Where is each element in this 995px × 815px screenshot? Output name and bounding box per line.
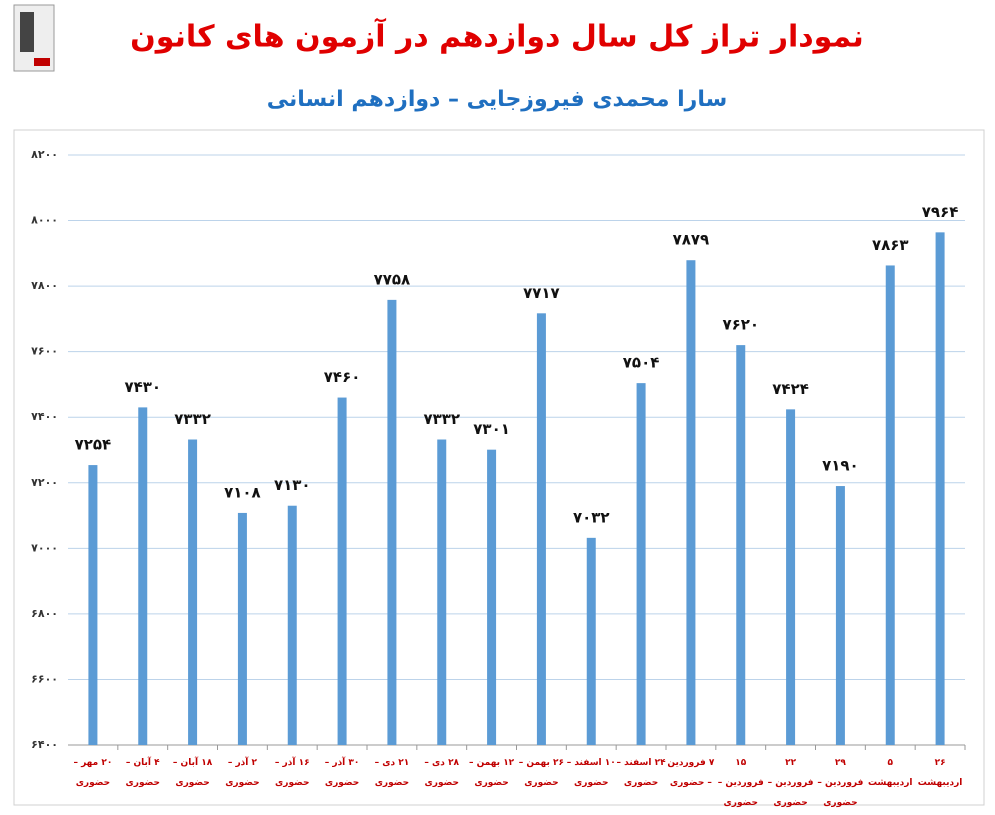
bar: [536, 313, 546, 745]
value-label: ۷۳۳۲: [174, 410, 211, 428]
bar: [188, 439, 198, 745]
logo-badge: [34, 58, 50, 66]
bar: [835, 486, 845, 745]
value-label: ۷۸۶۳: [872, 236, 909, 254]
x-tick-label: ۵ اردیبهشت: [867, 758, 913, 788]
y-tick-label: ۸۲۰۰: [31, 148, 58, 161]
x-tick-label: ۲۰ مهر – حضوری: [73, 758, 113, 788]
bar: [736, 345, 746, 745]
x-tick-label: ۱۲ بهمن – حضوری: [468, 758, 515, 788]
x-tick-label: ۲۱ دی – حضوری: [374, 758, 410, 788]
y-tick-label: ۷۶۰۰: [31, 345, 58, 358]
value-label: ۷۴۳۰: [124, 378, 161, 396]
y-tick-label: ۷۲۰۰: [31, 476, 58, 489]
bar: [487, 449, 497, 745]
bar: [586, 537, 596, 745]
x-tick-label: ۲۹ فروردین – حضوری: [817, 758, 864, 808]
x-tick-label: ۲۲ فروردین – حضوری: [767, 758, 814, 808]
x-tick-label: ۳۰ آذر – حضوری: [324, 758, 360, 788]
chart-subtitle: سارا محمدی فیروزجایی – دوازدهم انسانی: [267, 87, 727, 112]
bar: [88, 465, 98, 745]
x-tick-label: ۱۶ آذر – حضوری: [274, 758, 310, 788]
bar: [337, 397, 347, 745]
value-label: ۷۳۳۲: [423, 410, 460, 428]
value-label: ۷۸۷۹: [673, 231, 710, 249]
x-tick-label: ۱۵ فروردین – حضوری: [717, 758, 764, 808]
value-label: ۷۱۹۰: [822, 457, 859, 475]
x-tick-label: ۲۶ اردیبهشت: [917, 758, 963, 788]
value-label: ۷۴۲۴: [772, 380, 809, 398]
chart-title: نمودار تراز کل سال دوازدهم در آزمون های …: [130, 18, 864, 55]
y-tick-label: ۶۶۰۰: [31, 672, 58, 685]
value-label: ۷۱۳۰: [274, 476, 311, 494]
bar: [437, 439, 447, 745]
value-label: ۷۷۵۸: [374, 270, 411, 288]
y-tick-label: ۷۰۰۰: [31, 541, 58, 554]
value-label: ۷۱۰۸: [224, 483, 261, 501]
value-label: ۷۴۶۰: [324, 368, 361, 386]
x-tick-label: ۴ آبان – حضوری: [125, 758, 160, 788]
x-tick-label: ۷ فروردین – حضوری: [667, 758, 715, 788]
bar: [935, 232, 945, 745]
value-label: ۷۰۳۲: [573, 508, 610, 526]
y-tick-label: ۷۴۰۰: [31, 410, 58, 423]
bar: [237, 512, 247, 745]
logo-figure: [20, 12, 34, 52]
value-label: ۷۵۰۴: [623, 354, 660, 372]
bar: [138, 407, 148, 745]
bar: [387, 299, 397, 745]
y-tick-label: ۶۴۰۰: [31, 738, 58, 751]
y-tick-label: ۶۸۰۰: [31, 607, 58, 620]
plot-border: [13, 129, 985, 806]
bar: [786, 409, 796, 745]
x-tick-label: ۱۸ آبان – حضوری: [172, 758, 213, 788]
bar: [636, 383, 646, 745]
value-label: ۷۹۶۴: [922, 203, 959, 221]
x-tick-label: ۲۴ اسفند – حضوری: [616, 758, 666, 788]
value-label: ۷۷۱۷: [523, 284, 560, 302]
value-label: ۷۳۰۱: [473, 420, 510, 438]
value-label: ۷۲۵۴: [75, 436, 112, 454]
bar: [287, 505, 297, 745]
value-label: ۷۶۲۰: [722, 316, 759, 334]
x-tick-label: ۲۶ بهمن – حضوری: [518, 758, 565, 788]
x-tick-label: ۲ آذر – حضوری: [225, 758, 260, 788]
y-tick-label: ۷۸۰۰: [31, 279, 58, 292]
x-tick-label: ۲۸ دی – حضوری: [424, 758, 460, 788]
x-tick-label: ۱۰ اسفند – حضوری: [566, 758, 616, 788]
bar: [686, 260, 696, 745]
bar: [885, 265, 895, 745]
y-tick-label: ۸۰۰۰: [31, 214, 58, 227]
